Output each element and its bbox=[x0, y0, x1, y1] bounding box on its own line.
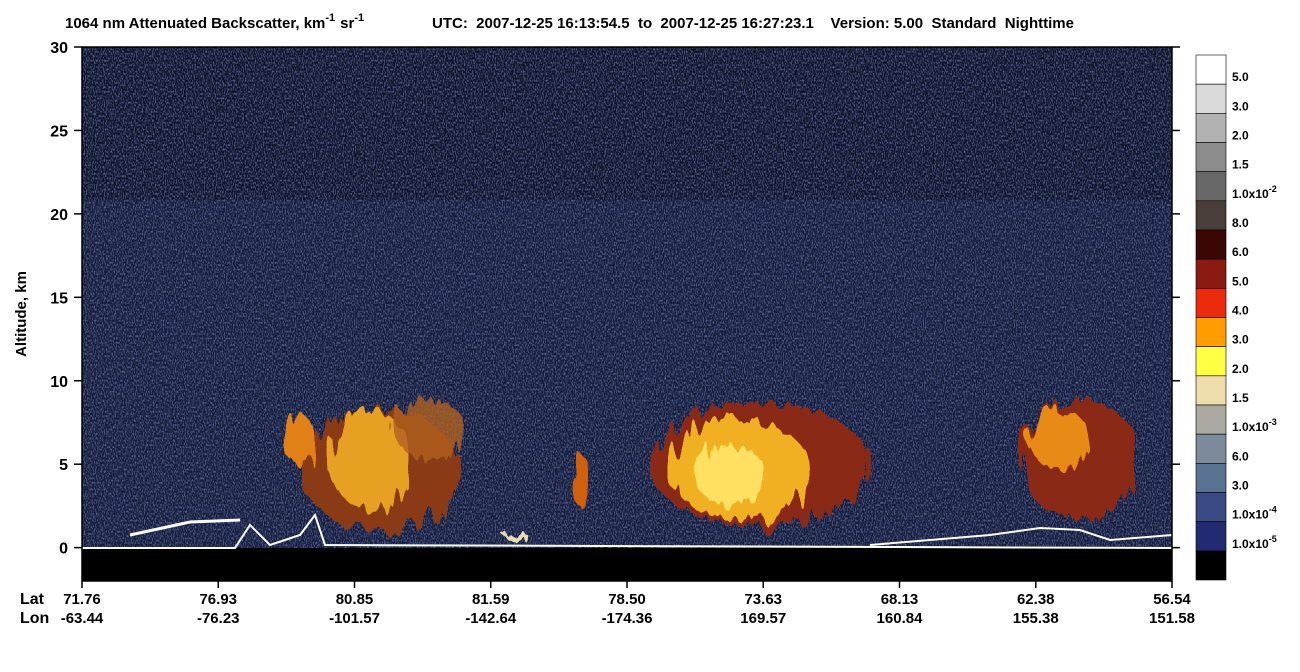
colorbar-label: 1.5 bbox=[1232, 391, 1249, 405]
colorbar-label: 1.0x10-4 bbox=[1232, 505, 1277, 522]
x-tick-label: 169.57 bbox=[740, 610, 786, 627]
y-tick-label: 0 bbox=[59, 541, 68, 558]
colorbar-label: 3.0 bbox=[1232, 333, 1249, 347]
colorbar-box bbox=[1195, 258, 1227, 289]
colorbar-box bbox=[1195, 142, 1227, 172]
y-tick-label: 20 bbox=[50, 207, 68, 224]
x-tick-label: -142.64 bbox=[465, 610, 517, 627]
x-tick-label: 151.58 bbox=[1149, 610, 1195, 627]
colorbar-label: 3.0 bbox=[1232, 479, 1249, 493]
y-axis-label: Altitude, km bbox=[13, 271, 30, 357]
colorbar-label: 5.0 bbox=[1232, 70, 1249, 84]
colorbar-label: 6.0 bbox=[1232, 449, 1249, 463]
colorbar-box bbox=[1195, 288, 1227, 318]
colorbar-label-base: 1.0x10 bbox=[1232, 537, 1269, 551]
x-tick-label: 68.13 bbox=[881, 591, 919, 608]
x-tick-label: 81.59 bbox=[472, 591, 510, 608]
colorbar-label-exponent: -5 bbox=[1269, 534, 1277, 544]
title-superscript: -1 bbox=[354, 12, 364, 24]
colorbar-label: 1.0x10-5 bbox=[1232, 534, 1277, 551]
colorbar-label: 2.0 bbox=[1232, 362, 1249, 376]
y-tick-label: 30 bbox=[50, 40, 68, 57]
colorbar-label: 3.0 bbox=[1232, 99, 1249, 113]
x-tick-label: 73.63 bbox=[744, 591, 782, 608]
colorbar-label: 8.0 bbox=[1232, 216, 1249, 230]
colorbar-label: 5.0 bbox=[1232, 274, 1249, 288]
x-tick-label: 56.54 bbox=[1153, 591, 1191, 608]
colorbar-box bbox=[1195, 550, 1227, 581]
y-tick-label: 25 bbox=[50, 123, 68, 140]
colorbar-box bbox=[1195, 54, 1227, 85]
x-tick-label: 78.50 bbox=[608, 591, 646, 608]
y-tick-label: 10 bbox=[50, 374, 68, 391]
x-tick-label: 155.38 bbox=[1013, 610, 1059, 627]
colorbar-box bbox=[1195, 433, 1227, 464]
x-tick-label: -174.36 bbox=[602, 610, 653, 627]
colorbar-label: 1.0x10-3 bbox=[1232, 417, 1277, 434]
x-tick-label: 71.76 bbox=[63, 591, 101, 608]
colorbar-box bbox=[1195, 375, 1227, 406]
colorbar-box bbox=[1195, 83, 1227, 114]
x-tick-label: 80.85 bbox=[336, 591, 374, 608]
x-tick-label: -101.57 bbox=[329, 610, 380, 627]
x-tick-label: -63.44 bbox=[61, 610, 104, 627]
colorbar-label-exponent: -2 bbox=[1269, 184, 1277, 194]
backscatter-image bbox=[82, 47, 1172, 581]
colorbar-box bbox=[1195, 200, 1227, 231]
x-tick-label: 62.38 bbox=[1017, 591, 1055, 608]
chart-title: 1064 nm Attenuated Backscatter, km-1 sr-1 bbox=[65, 12, 364, 32]
colorbar-label-exponent: -4 bbox=[1269, 505, 1277, 515]
colorbar-box bbox=[1195, 317, 1227, 347]
x-row-name: Lon bbox=[20, 610, 49, 627]
colorbar-label-base: 1.0x10 bbox=[1232, 508, 1269, 522]
y-tick-label: 15 bbox=[50, 290, 68, 307]
colorbar-box bbox=[1195, 404, 1227, 435]
x-tick-label: -76.23 bbox=[197, 610, 240, 627]
x-tick-label: 76.93 bbox=[199, 591, 237, 608]
colorbar-box bbox=[1195, 113, 1227, 143]
colorbar-box bbox=[1195, 492, 1227, 522]
x-row-name: Lat bbox=[20, 591, 45, 608]
title-part: 1064 nm Attenuated Backscatter, km bbox=[65, 15, 325, 32]
colorbar-box bbox=[1195, 346, 1227, 377]
colorbar-label: 1.0x10-2 bbox=[1232, 184, 1277, 201]
colorbar-label: 4.0 bbox=[1232, 304, 1249, 318]
colorbar-box bbox=[1195, 521, 1227, 552]
y-tick-label: 5 bbox=[59, 457, 68, 474]
colorbar-label: 2.0 bbox=[1232, 129, 1249, 143]
colorbar-box bbox=[1195, 229, 1227, 260]
title-superscript: -1 bbox=[325, 12, 335, 24]
x-tick-label: 160.84 bbox=[877, 610, 924, 627]
colorbar-label-base: 1.0x10 bbox=[1232, 420, 1269, 434]
colorbar-label-exponent: -3 bbox=[1269, 417, 1277, 427]
colorbar-box bbox=[1195, 463, 1227, 493]
colorbar-label: 1.5 bbox=[1232, 158, 1249, 172]
colorbar-box bbox=[1195, 171, 1227, 202]
colorbar-label-base: 1.0x10 bbox=[1232, 187, 1269, 201]
colorbar-label: 6.0 bbox=[1232, 245, 1249, 259]
chart-subtitle: UTC: 2007-12-25 16:13:54.5 to 2007-12-25… bbox=[432, 15, 1074, 32]
title-part: sr bbox=[340, 15, 354, 32]
